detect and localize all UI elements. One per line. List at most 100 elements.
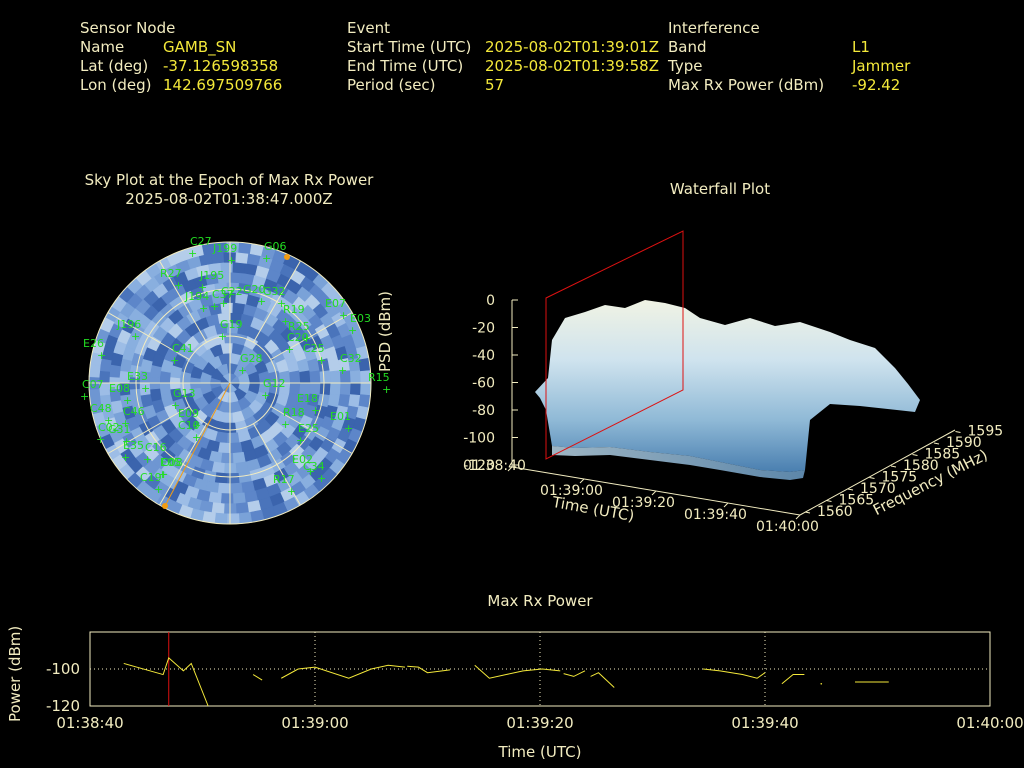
sensor-name-label: Name: [80, 38, 125, 56]
waterfall-x-ticklabel: 01:39:40: [684, 507, 747, 523]
interference-type-value: Jammer: [852, 57, 911, 75]
satellite-label: C25: [303, 342, 325, 355]
satellite-marker: +: [131, 330, 140, 343]
satellite-label: G20: [243, 283, 266, 296]
skyplot-spoke: [107, 406, 190, 454]
satellite-marker: +: [306, 465, 315, 478]
satellite-marker: +: [159, 468, 168, 481]
interference-power-value: -92.42: [852, 76, 901, 94]
waterfall-x-ticklabel: 01:39:20: [612, 495, 675, 511]
satellite-marker: +: [96, 433, 105, 446]
power-series-line: [281, 664, 406, 679]
satellite-marker: +: [382, 383, 391, 396]
satellite-marker: +: [80, 390, 89, 403]
waterfall-y-tick: [847, 488, 854, 491]
satellite-marker: +: [170, 354, 179, 367]
interference-band-value: L1: [852, 38, 870, 56]
waterfall-z-ticklabel: -20: [472, 321, 495, 337]
satellite-marker: +: [227, 254, 236, 267]
satellite-label: R19: [283, 303, 305, 316]
satellite-marker: +: [123, 394, 132, 407]
satellite-marker: +: [143, 453, 152, 466]
satellite-marker: +: [199, 302, 208, 315]
satellite-marker: +: [210, 300, 219, 313]
waterfall-y-ticklabel: 1580: [903, 458, 939, 474]
waterfall-y-ticklabel: 1590: [946, 435, 982, 451]
waterfall-x-ticklabel: 01:39:00: [540, 483, 603, 499]
satellite-label: C34: [303, 460, 325, 473]
satellite-label: C02: [98, 421, 120, 434]
power-series-line: [703, 668, 766, 679]
satellite-highlight-marker: [284, 254, 290, 260]
satellite-label: J195: [199, 269, 224, 282]
satellite-label: C07: [82, 378, 104, 391]
interference-power-label: Max Rx Power (dBm): [668, 76, 825, 94]
satellite-marker: +: [339, 309, 348, 322]
satellite-marker: +: [281, 418, 290, 431]
power-chart-ylabel: Power (dBm): [6, 625, 24, 722]
jammer-marker: [162, 503, 168, 509]
waterfall-z-ticklabel: 0: [486, 293, 495, 309]
power-series-line: [407, 665, 451, 674]
satellite-marker: +: [277, 297, 286, 310]
waterfall-surface: [535, 300, 920, 472]
satellite-marker: +: [121, 417, 130, 430]
skyplot-spoke: [270, 406, 353, 454]
satellite-label: E07: [325, 297, 346, 310]
event-end-label: End Time (UTC): [347, 57, 464, 75]
waterfall-y-tick: [804, 511, 811, 514]
event-start-value: 2025-08-02T01:39:01Z: [485, 38, 659, 56]
waterfall-x-tick: [579, 478, 585, 484]
satellite-label: C37: [212, 288, 234, 301]
satellite-marker: +: [287, 485, 296, 498]
skyplot-spoke: [253, 423, 301, 506]
satellite-marker: +: [302, 332, 311, 345]
satellite-label: E25: [298, 422, 319, 435]
satellite-label: G32: [263, 285, 286, 298]
satellite-marker: +: [218, 330, 227, 343]
interference-type-label: Type: [668, 57, 703, 75]
satellite-label: G06: [264, 240, 287, 253]
satellite-marker: +: [158, 468, 167, 481]
satellite-marker: +: [262, 252, 271, 265]
waterfall-y-ticklabel: 1570: [860, 481, 896, 497]
waterfall-z-ticklabel: -80: [472, 403, 495, 419]
satellite-label: E05: [160, 456, 181, 469]
skyplot-spoke: [107, 312, 190, 360]
satellite-label: G28: [240, 352, 263, 365]
waterfall-y-tick: [933, 442, 940, 445]
power-x-ticklabel: 01:38:40: [56, 714, 124, 732]
satellite-label: C32: [340, 352, 362, 365]
satellite-marker: +: [285, 343, 294, 356]
satellite-label: J196: [116, 318, 141, 331]
satellite-marker: +: [141, 382, 150, 395]
waterfall-z-ticklabel: -40: [472, 348, 495, 364]
satellite-marker: +: [171, 399, 180, 412]
power-y-ticklabel: -100: [45, 660, 80, 678]
waterfall-x-ticklabel: 01:38:40: [463, 458, 526, 474]
satellite-marker: +: [97, 349, 106, 362]
satellite-label: G19: [220, 318, 243, 331]
waterfall-x-tick: [795, 514, 801, 520]
sensor-lat-label: Lat (deg): [80, 57, 149, 75]
satellite-marker: +: [122, 435, 131, 448]
waterfall-z-ticklabel: -120: [463, 458, 495, 474]
satellite-marker: +: [348, 324, 357, 337]
waterfall-z-ticklabel: -100: [463, 431, 495, 447]
satellite-marker: +: [192, 419, 201, 432]
satellite-marker: +: [296, 434, 305, 447]
satellite-marker: +: [281, 315, 290, 328]
epoch-plane: [545, 230, 684, 460]
waterfall-y-ticklabel: 1560: [817, 504, 853, 520]
skyplot-spoke: [159, 260, 207, 343]
power-x-ticklabel: 01:40:00: [956, 714, 1024, 732]
power-series-line: [252, 674, 263, 681]
power-series-line: [123, 657, 209, 707]
satellite-marker: +: [257, 295, 266, 308]
power-series-line: [781, 674, 805, 685]
satellite-label: E35: [123, 439, 144, 452]
waterfall-y-ticklabel: 1565: [839, 493, 875, 509]
